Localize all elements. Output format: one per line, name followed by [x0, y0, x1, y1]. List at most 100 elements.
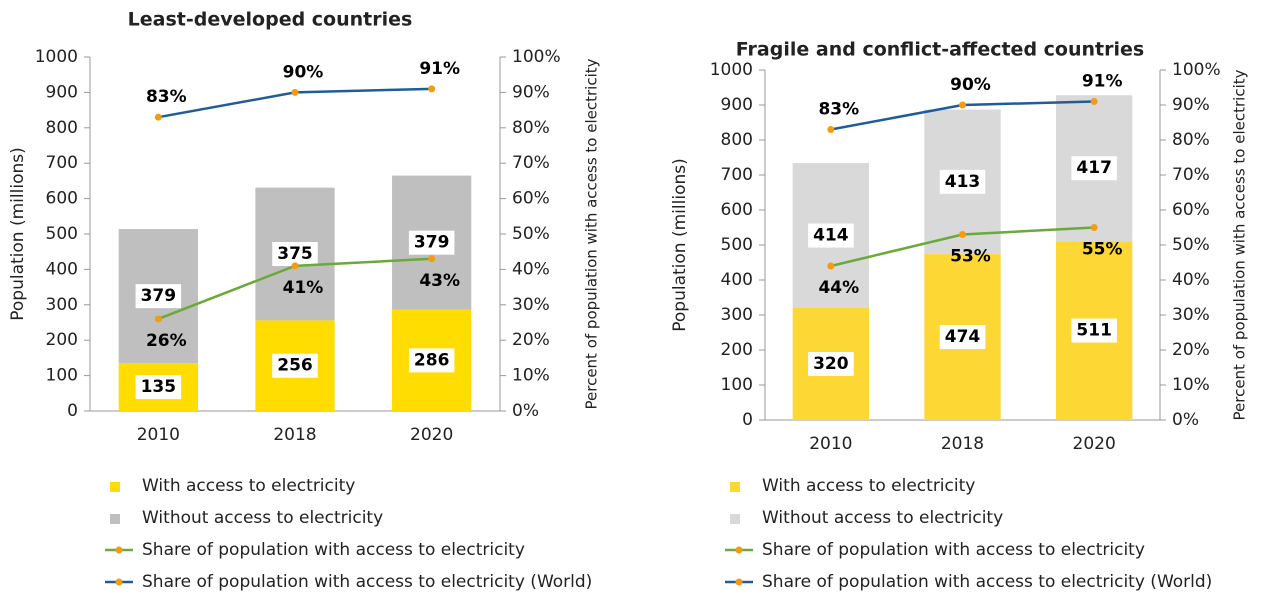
y-tick-label: 0: [742, 410, 753, 430]
y2-tick-label: 40%: [1172, 270, 1210, 290]
point: [827, 126, 835, 133]
legend-label: Share of population with access to elect…: [762, 540, 1145, 560]
y-tick-label: 400: [721, 270, 753, 290]
point-label: 41%: [283, 278, 324, 298]
point: [1090, 224, 1098, 231]
bar-label-bg: [808, 223, 854, 248]
point: [827, 262, 835, 270]
legend-dot: [115, 578, 123, 586]
legend-swatch: [730, 482, 740, 492]
y2-tick-label: 30%: [512, 295, 550, 315]
y2-tick-label: 10%: [1172, 375, 1210, 395]
y2-axis-label: Percent of population with access to ele…: [583, 58, 601, 409]
point: [428, 255, 436, 263]
bar-label: 320: [813, 354, 849, 374]
point: [959, 101, 966, 109]
legend-swatch: [730, 514, 740, 524]
y2-tick-label: 10%: [512, 366, 550, 386]
point-label: 83%: [818, 100, 859, 120]
y-tick-label: 600: [721, 200, 753, 220]
y-tick-label: 300: [721, 305, 753, 325]
x-tick-label: 2020: [1073, 434, 1116, 454]
bar-label: 474: [945, 327, 981, 347]
y2-tick-label: 90%: [1172, 95, 1210, 115]
point-label: 43%: [419, 271, 460, 291]
y-tick-label: 500: [46, 224, 78, 244]
point-label: 90%: [283, 62, 324, 82]
x-tick-label: 2018: [273, 425, 316, 445]
bar-label-bg: [939, 169, 986, 194]
point: [154, 315, 162, 323]
x-tick-label: 2010: [137, 425, 180, 445]
point-label: 91%: [419, 59, 460, 79]
y2-tick-label: 90%: [512, 82, 550, 102]
y-axis-label: Population (millions): [8, 147, 28, 320]
y2-tick-label: 60%: [512, 189, 550, 209]
chart-title: Least-developed countries: [128, 9, 413, 31]
legend-swatch: [110, 514, 120, 524]
y-tick-label: 500: [721, 235, 753, 255]
y-tick-label: 0: [67, 401, 78, 421]
legend-label: Share of population with access to elect…: [142, 540, 525, 560]
bar-label: 256: [277, 356, 313, 376]
point: [291, 88, 299, 96]
y2-tick-label: 70%: [512, 153, 550, 173]
y2-tick-label: 20%: [512, 330, 550, 350]
bar-label-bg: [135, 375, 182, 400]
bar-label-bg: [808, 352, 854, 376]
bar-label-bg: [272, 242, 318, 267]
y-tick-label: 800: [721, 130, 753, 150]
y-tick-label: 400: [46, 259, 78, 279]
legend-dot: [115, 546, 123, 554]
bar-label: 413: [945, 172, 981, 192]
chart-title: Fragile and conflict-affected countries: [736, 39, 1144, 61]
y2-tick-label: 50%: [1172, 235, 1210, 255]
y-tick-label: 200: [46, 330, 78, 350]
legend-label: Share of population with access to elect…: [762, 572, 1212, 592]
bar-label-bg: [1071, 318, 1117, 343]
point-label: 83%: [146, 87, 187, 107]
legend-label: Without access to electricity: [762, 508, 1003, 528]
bar-label-bg: [135, 284, 182, 309]
legend-label: With access to electricity: [142, 476, 355, 496]
legend-label: Share of population with access to elect…: [142, 572, 592, 592]
y2-tick-label: 80%: [1172, 130, 1210, 150]
y-tick-label: 700: [46, 153, 78, 173]
bar-label-bg: [408, 348, 455, 373]
y-tick-label: 900: [46, 82, 78, 102]
y2-tick-label: 20%: [1172, 340, 1210, 360]
legend-swatch: [110, 482, 120, 492]
y2-tick-label: 70%: [1172, 165, 1210, 185]
y2-tick-label: 80%: [512, 118, 550, 138]
point-label: 53%: [950, 247, 991, 267]
x-tick-label: 2010: [809, 434, 852, 454]
point: [291, 262, 299, 270]
y-tick-label: 1000: [35, 47, 78, 67]
y-tick-label: 100: [721, 375, 753, 395]
bar-label: 375: [277, 244, 313, 264]
x-tick-label: 2018: [941, 434, 984, 454]
point: [428, 85, 436, 93]
bar-label-bg: [939, 325, 986, 350]
bar-label: 286: [414, 350, 450, 370]
point: [1090, 98, 1098, 105]
bar-label: 417: [1076, 158, 1112, 178]
point-label: 55%: [1082, 240, 1123, 260]
point-label: 44%: [818, 278, 859, 298]
point-label: 91%: [1082, 72, 1123, 92]
legend-dot: [735, 578, 743, 586]
bar-label-bg: [1071, 156, 1117, 181]
y2-tick-label: 40%: [512, 259, 550, 279]
bar-label: 414: [813, 226, 849, 246]
point-label: 26%: [146, 331, 187, 351]
y-tick-label: 1000: [710, 60, 753, 80]
legend-dot: [735, 546, 743, 554]
x-tick-label: 2020: [410, 425, 453, 445]
y-tick-label: 700: [721, 165, 753, 185]
point: [154, 113, 162, 121]
legend-label: With access to electricity: [762, 476, 975, 496]
y-tick-label: 600: [46, 189, 78, 209]
y2-tick-label: 50%: [512, 224, 550, 244]
y2-tick-label: 0%: [1172, 410, 1199, 430]
